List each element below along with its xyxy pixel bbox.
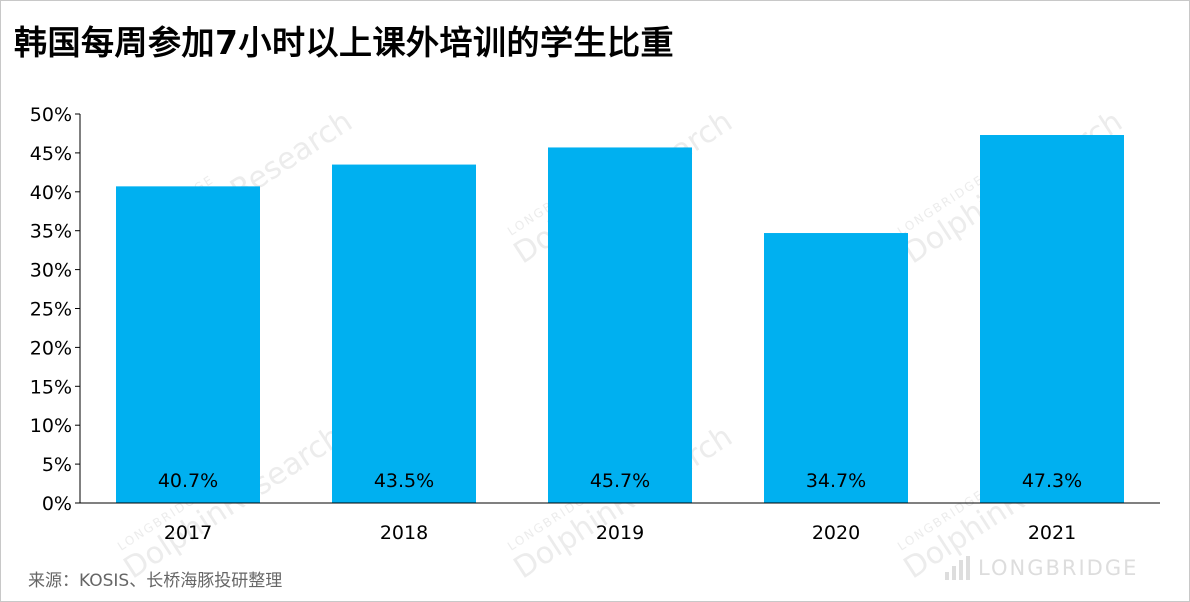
y-tick-label: 30% bbox=[30, 260, 72, 282]
bar bbox=[332, 164, 476, 503]
y-tick-label: 45% bbox=[30, 143, 72, 165]
data-label: 47.3% bbox=[1022, 470, 1082, 492]
data-label: 34.7% bbox=[806, 470, 866, 492]
data-label: 43.5% bbox=[374, 470, 434, 492]
brand-bars-icon bbox=[945, 556, 970, 580]
x-tick-label: 2017 bbox=[164, 522, 212, 544]
x-tick-label: 2018 bbox=[380, 522, 428, 544]
y-tick-label: 10% bbox=[30, 415, 72, 437]
chart-title: 韩国每周参加7小时以上课外培训的学生比重 bbox=[14, 23, 674, 62]
source-note: 来源：KOSIS、长桥海豚投研整理 bbox=[28, 571, 283, 591]
y-tick-label: 25% bbox=[30, 299, 72, 321]
bar bbox=[980, 135, 1124, 504]
y-tick-label: 0% bbox=[42, 493, 72, 515]
y-tick-label: 40% bbox=[30, 182, 72, 204]
y-tick-label: 15% bbox=[30, 376, 72, 398]
x-tick-label: 2021 bbox=[1028, 522, 1076, 544]
x-tick-label: 2019 bbox=[596, 522, 644, 544]
brand-logo: LONGBRIDGE bbox=[945, 556, 1138, 580]
y-tick-label: 20% bbox=[30, 337, 72, 359]
brand-name: LONGBRIDGE bbox=[978, 556, 1139, 580]
data-label: 45.7% bbox=[590, 470, 650, 492]
y-tick-label: 50% bbox=[30, 104, 72, 126]
data-label: 40.7% bbox=[158, 470, 218, 492]
y-tick-label: 5% bbox=[42, 454, 72, 476]
bar bbox=[764, 233, 908, 503]
bar bbox=[548, 147, 692, 504]
x-tick-label: 2020 bbox=[812, 522, 860, 544]
y-tick-label: 35% bbox=[30, 221, 72, 243]
bar bbox=[116, 186, 260, 503]
